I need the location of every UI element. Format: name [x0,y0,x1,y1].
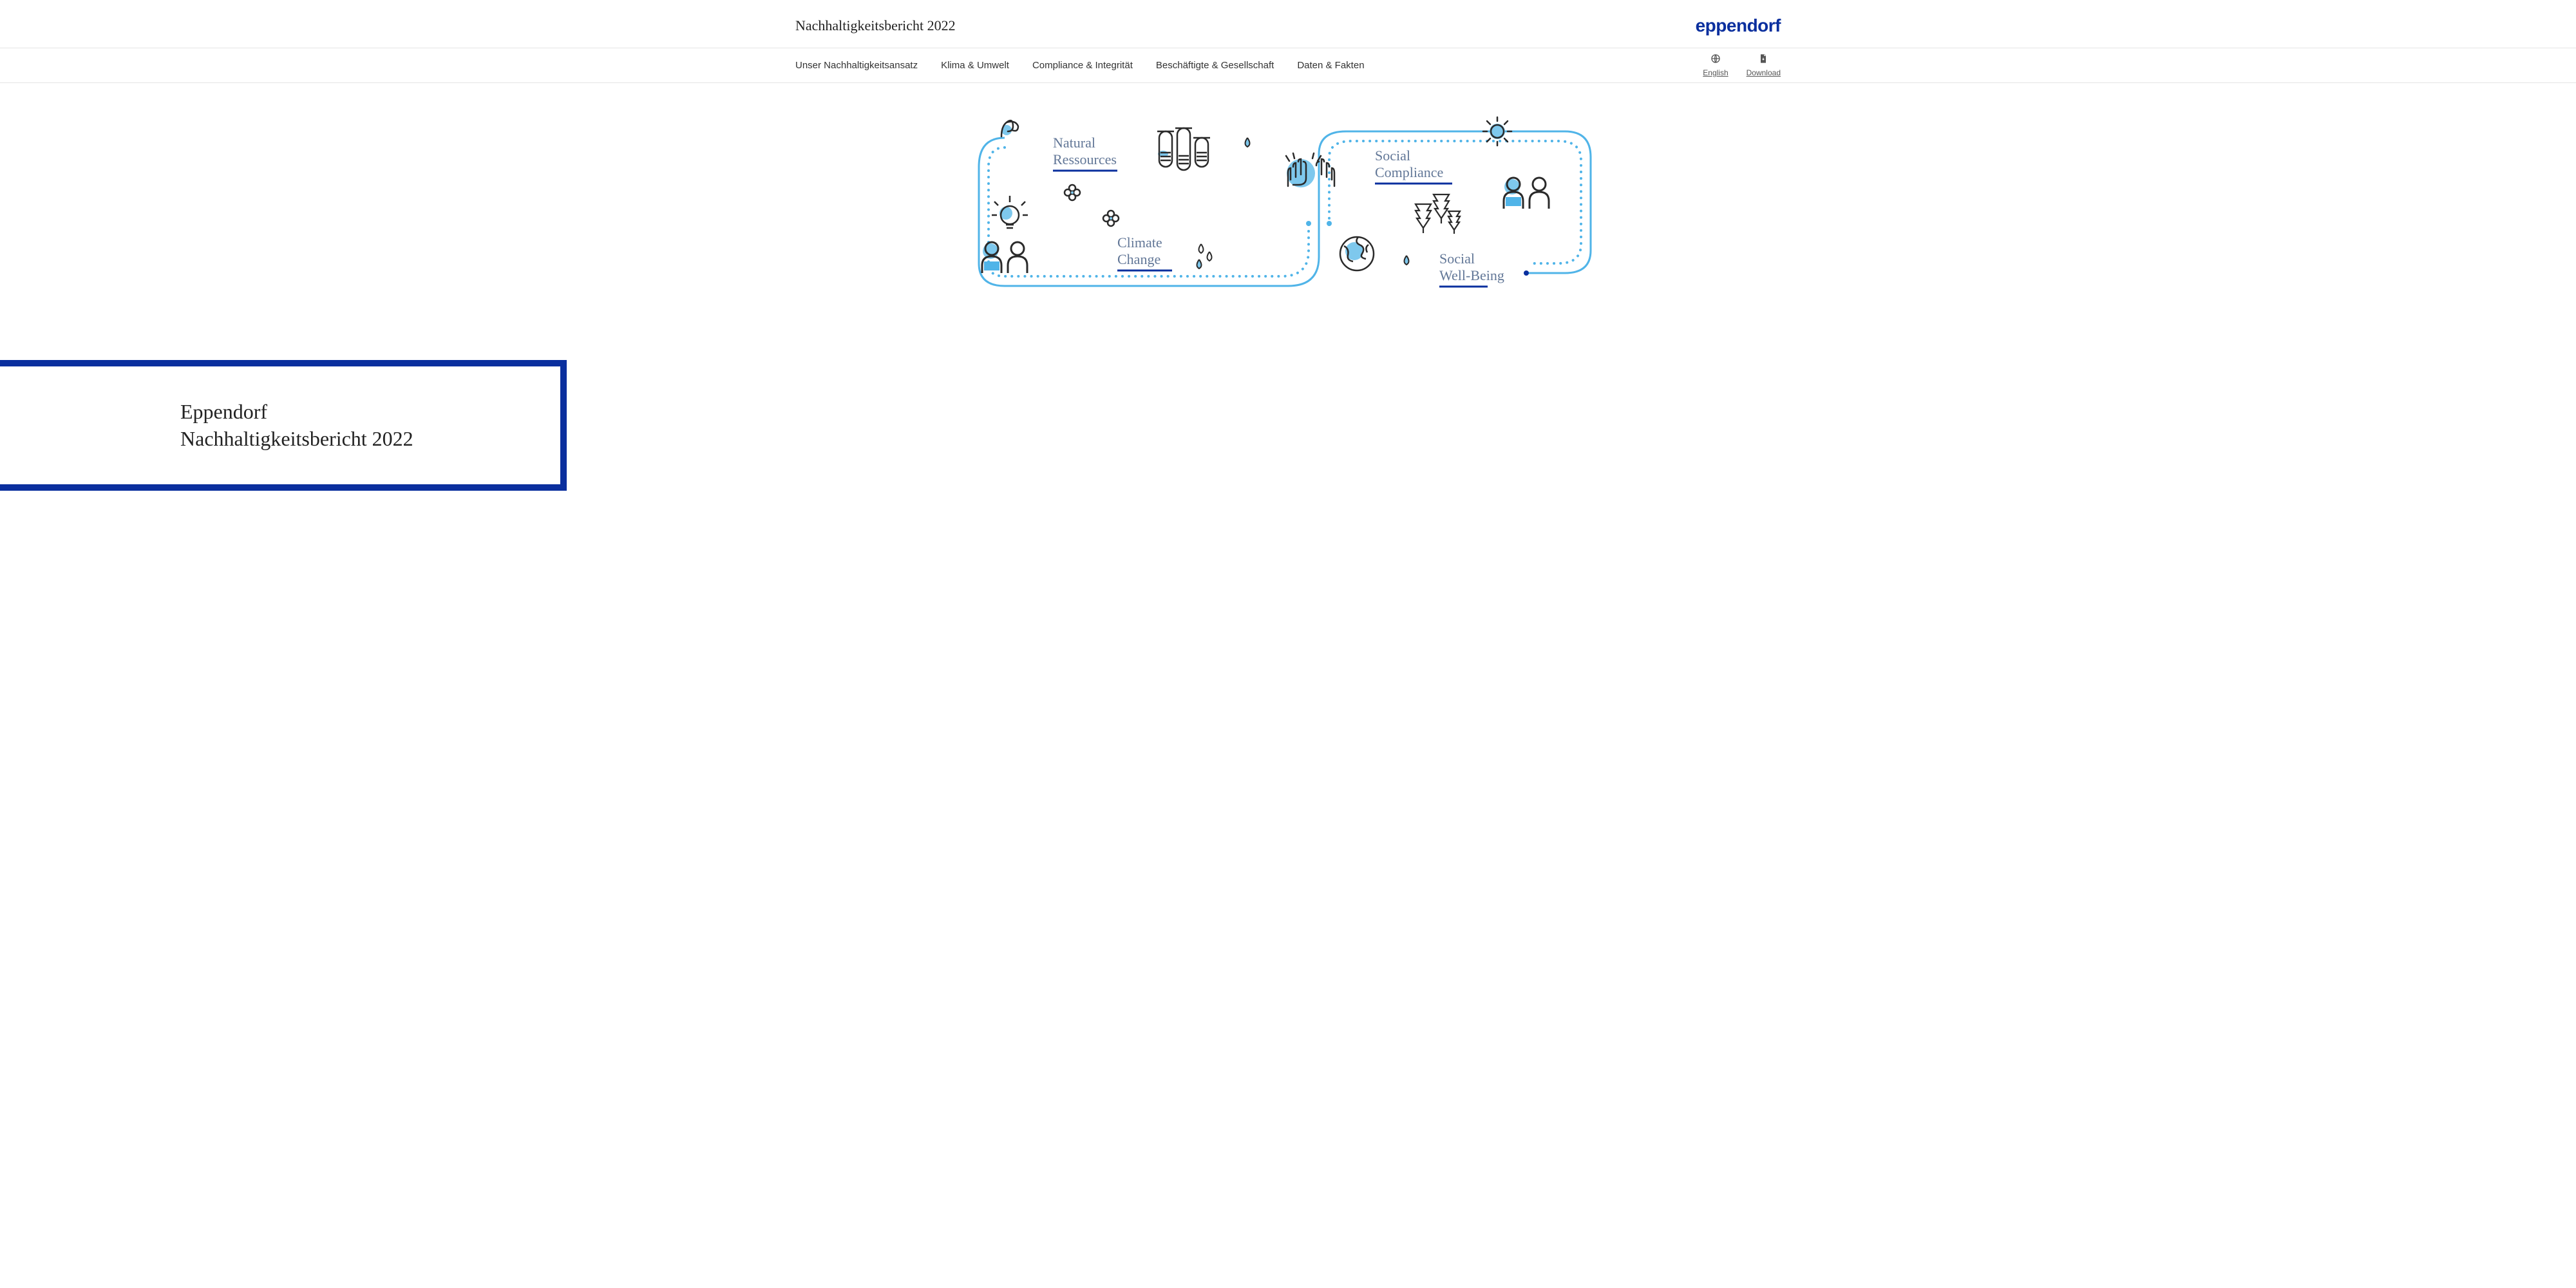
download-label: Download [1747,68,1781,77]
tubes-icon [1157,128,1210,170]
nav-item-compliance[interactable]: Compliance & Integrität [1032,48,1147,82]
nav-item-data[interactable]: Daten & Fakten [1297,48,1378,82]
people-icon [1504,178,1549,209]
drop-icon [1245,138,1250,147]
svg-text:Compliance: Compliance [1375,164,1443,180]
globe-icon [1340,237,1374,270]
svg-text:Change: Change [1117,251,1160,267]
label-social-compliance: Social [1375,147,1410,164]
flower-icon [1065,185,1080,200]
nav-item-employees[interactable]: Beschäftigte & Gesellschaft [1156,48,1288,82]
lightbulb-icon [992,196,1028,228]
globe-icon [1710,53,1721,66]
download-link[interactable]: Download [1747,53,1781,77]
sun-icon [1483,117,1511,146]
download-icon [1758,53,1768,66]
title-box: Eppendorf Nachhaltigkeitsbericht 2022 [0,360,567,491]
title-line1: Eppendorf [180,400,267,423]
primary-nav: Unser Nachhaltigkeitsansatz Klima & Umwe… [0,48,2576,83]
report-title: Nachhaltigkeitsbericht 2022 [795,17,956,34]
language-switch[interactable]: English [1703,53,1728,77]
flower-icon [1103,211,1119,226]
language-label: English [1703,68,1728,77]
hero-infographic: Natural Ressources Climate Change [782,83,1794,321]
svg-text:Ressources: Ressources [1053,151,1117,167]
label-natural-resources: Natural [1053,135,1095,151]
label-social-wellbeing: Social [1439,251,1475,267]
leaf-icon [1001,120,1018,137]
svg-text:Well-Being: Well-Being [1439,267,1504,283]
nav-item-approach[interactable]: Unser Nachhaltigkeitsansatz [795,48,932,82]
title-line2: Nachhaltigkeitsbericht 2022 [180,427,413,450]
trees-icon [1416,194,1460,234]
nav-item-climate[interactable]: Klima & Umwelt [941,48,1023,82]
drop-icon [1405,256,1409,265]
drops-icon [1197,244,1212,269]
people-icon [982,242,1027,273]
label-climate-change: Climate [1117,234,1162,251]
hands-icon [1286,153,1334,187]
brand-logo[interactable]: eppendorf [1696,15,1781,36]
